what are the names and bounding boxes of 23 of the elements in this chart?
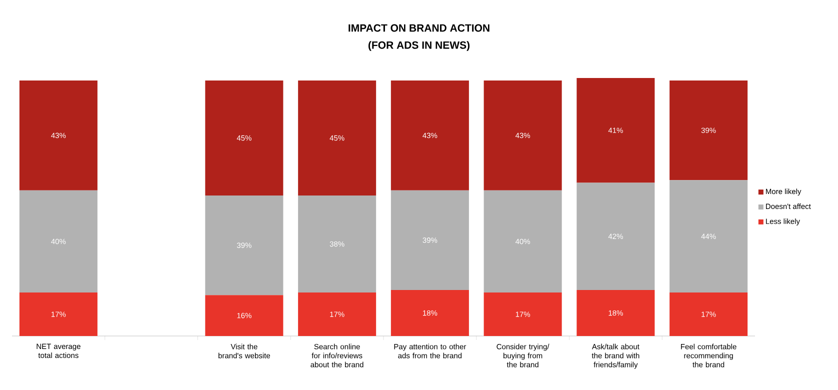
bar [205, 195, 284, 296]
bar [484, 80, 562, 190]
bar [19, 292, 98, 336]
bar [484, 190, 562, 293]
bar [298, 195, 376, 293]
bar [390, 190, 469, 290]
bar [390, 290, 469, 336]
bar [670, 80, 748, 180]
chart-title: IMPACT ON BRAND ACTION [348, 24, 490, 32]
bar [205, 295, 284, 336]
bar [576, 290, 655, 336]
bar [298, 80, 376, 196]
bar [576, 182, 655, 290]
bar [205, 80, 284, 196]
bar [670, 180, 748, 293]
chart-subtitle: (FOR ADS IN NEWS) [368, 41, 470, 51]
bar [298, 292, 376, 336]
bar [19, 190, 98, 293]
bar [670, 292, 748, 336]
bar [484, 292, 562, 336]
bar [576, 78, 655, 183]
bar [390, 80, 469, 190]
bar [19, 80, 98, 190]
